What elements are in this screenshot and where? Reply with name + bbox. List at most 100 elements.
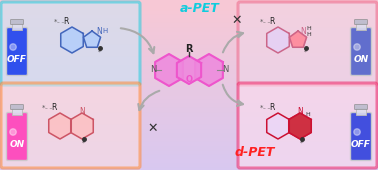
Bar — [0, 46, 378, 51]
Text: ON: ON — [9, 140, 25, 149]
FancyBboxPatch shape — [355, 20, 367, 24]
Bar — [12, 23, 22, 30]
Bar — [0, 140, 378, 144]
Text: N: N — [96, 27, 102, 36]
Bar — [0, 8, 378, 13]
FancyBboxPatch shape — [355, 105, 367, 109]
Bar — [0, 76, 378, 81]
Bar — [0, 148, 378, 153]
FancyBboxPatch shape — [238, 83, 377, 168]
Circle shape — [10, 44, 16, 50]
Bar — [0, 106, 378, 110]
Text: *: * — [300, 140, 304, 146]
FancyBboxPatch shape — [350, 28, 372, 75]
Text: – –: – – — [57, 20, 65, 24]
Bar — [0, 157, 378, 162]
Circle shape — [354, 44, 360, 50]
Polygon shape — [267, 113, 289, 139]
Text: H: H — [102, 28, 108, 34]
Polygon shape — [71, 113, 93, 139]
Bar — [0, 97, 378, 102]
Bar — [0, 80, 378, 85]
FancyBboxPatch shape — [6, 28, 28, 75]
FancyBboxPatch shape — [1, 2, 140, 85]
Polygon shape — [155, 54, 183, 86]
Bar — [0, 38, 378, 42]
Bar — [0, 118, 378, 123]
Bar — [0, 0, 378, 4]
Bar — [0, 152, 378, 157]
Bar — [0, 29, 378, 34]
Text: N: N — [150, 65, 156, 74]
Bar — [0, 123, 378, 128]
Text: ✕: ✕ — [232, 13, 242, 27]
Bar — [0, 63, 378, 68]
Bar — [0, 84, 378, 89]
Text: *: * — [98, 49, 102, 55]
Text: R: R — [51, 104, 57, 113]
Circle shape — [354, 129, 360, 135]
Text: *: * — [260, 19, 264, 25]
Polygon shape — [177, 56, 201, 84]
Bar — [0, 33, 378, 38]
Bar — [0, 161, 378, 166]
Text: *: * — [42, 105, 46, 111]
Polygon shape — [84, 31, 101, 47]
Bar — [0, 135, 378, 140]
Circle shape — [10, 129, 16, 135]
Bar — [0, 72, 378, 76]
Text: ON: ON — [353, 55, 369, 64]
Bar — [0, 59, 378, 64]
Text: R: R — [269, 104, 275, 113]
Text: N: N — [222, 65, 228, 74]
Text: *: * — [304, 49, 308, 55]
Text: – –: – – — [45, 106, 53, 110]
FancyBboxPatch shape — [11, 105, 23, 109]
Bar — [0, 16, 378, 21]
Text: N: N — [79, 107, 85, 116]
Text: *: * — [260, 105, 264, 111]
Bar — [0, 25, 378, 30]
Bar — [0, 110, 378, 115]
Text: OFF: OFF — [351, 140, 371, 149]
Bar — [0, 42, 378, 47]
Polygon shape — [290, 31, 307, 47]
FancyBboxPatch shape — [6, 113, 28, 160]
Text: O: O — [186, 74, 192, 83]
Bar — [0, 50, 378, 55]
FancyBboxPatch shape — [1, 83, 140, 168]
Bar — [0, 12, 378, 17]
Text: *: * — [82, 140, 86, 146]
Bar — [0, 144, 378, 149]
Polygon shape — [267, 27, 289, 53]
FancyBboxPatch shape — [350, 113, 372, 160]
Text: H: H — [306, 112, 310, 116]
Bar — [12, 108, 22, 115]
Text: ✕: ✕ — [148, 122, 158, 134]
Bar — [0, 131, 378, 136]
Text: H: H — [307, 26, 311, 30]
Bar — [0, 93, 378, 98]
Polygon shape — [289, 113, 311, 139]
Text: N: N — [297, 107, 303, 116]
Text: – –: – – — [263, 106, 271, 110]
Text: *: * — [54, 19, 58, 25]
Bar — [0, 114, 378, 119]
Text: d-PET: d-PET — [235, 146, 275, 158]
FancyBboxPatch shape — [238, 2, 377, 85]
Polygon shape — [61, 27, 83, 53]
Text: R: R — [63, 18, 69, 27]
Text: N: N — [300, 27, 306, 36]
Bar — [0, 89, 378, 94]
Text: – –: – – — [263, 20, 271, 24]
Bar — [0, 101, 378, 106]
Polygon shape — [195, 54, 223, 86]
Text: H: H — [307, 31, 311, 37]
Text: R: R — [269, 18, 275, 27]
Bar — [356, 108, 366, 115]
Bar — [356, 23, 366, 30]
Polygon shape — [49, 113, 71, 139]
Bar — [0, 55, 378, 60]
Bar — [0, 127, 378, 132]
Bar — [0, 67, 378, 72]
